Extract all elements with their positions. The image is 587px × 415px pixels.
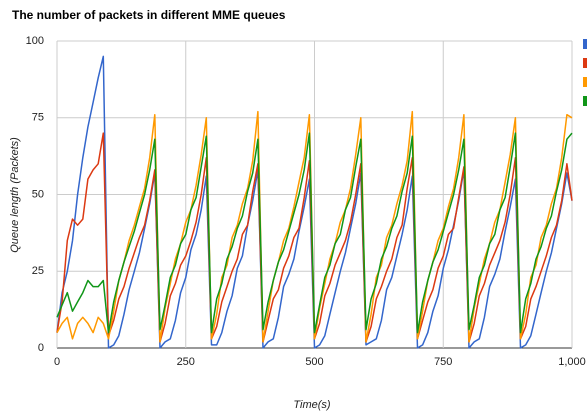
- legend-swatch: [583, 96, 587, 106]
- y-tick-label: 0: [38, 342, 44, 354]
- y-tick-label: 75: [32, 112, 44, 124]
- x-tick-label: 0: [54, 356, 60, 368]
- series-line: [56, 110, 573, 343]
- legend-swatch: [583, 39, 587, 49]
- x-tick-label: 500: [305, 356, 323, 368]
- x-tick-label: 1,000: [558, 356, 586, 368]
- x-tick-label: 750: [434, 356, 452, 368]
- series-line: [56, 132, 573, 334]
- series-line: [56, 55, 573, 349]
- y-tick-label: 50: [32, 188, 44, 200]
- chart-title: The number of packets in different MME q…: [12, 8, 286, 22]
- y-axis-title: Queue length (Packets): [9, 137, 21, 253]
- y-tick-label: 25: [32, 265, 44, 277]
- legend-swatch: [583, 77, 587, 87]
- x-tick-label: 250: [177, 356, 195, 368]
- y-tick-label: 100: [26, 35, 44, 47]
- legend-swatch: [583, 58, 587, 68]
- x-axis-title: Time(s): [293, 399, 331, 411]
